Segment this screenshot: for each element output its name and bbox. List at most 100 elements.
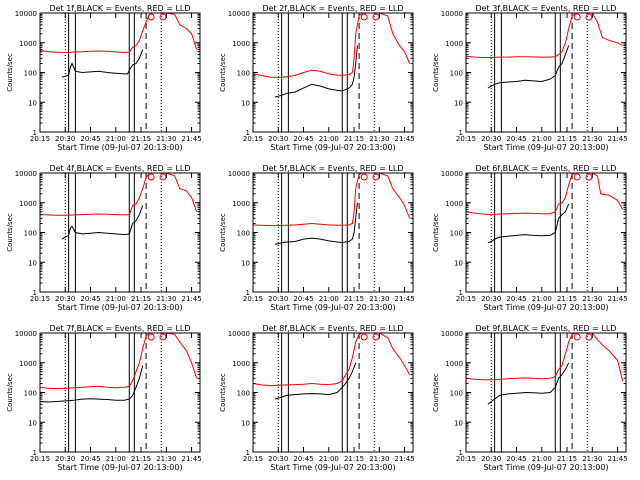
x-tick-label: 21:30 — [156, 135, 176, 143]
y-axis-label: Counts/sec — [432, 373, 440, 412]
y-tick-label: 1000 — [19, 40, 37, 48]
x-tick-label: 20:45 — [293, 135, 313, 143]
chart-panel-2: Det 2f,BLACK = Events, RED = LLD Start Ti… — [219, 4, 415, 152]
x-axis-label: Start Time (09-Jul-07 20:13:00) — [270, 143, 395, 152]
y-axis-label: Counts/sec — [219, 53, 227, 92]
y-tick-label: 100 — [450, 70, 463, 78]
x-tick-label: 21:15 — [131, 135, 151, 143]
x-tick-label: 20:15 — [456, 295, 476, 303]
x-tick-label: 20:30 — [268, 135, 288, 143]
x-tick-label: 21:45 — [607, 295, 627, 303]
series-line-lld — [253, 333, 411, 387]
x-tick-label: 20:15 — [243, 295, 263, 303]
y-tick-label: 1 — [246, 129, 250, 137]
chart-title: Det 7f,BLACK = Events, RED = LLD — [49, 324, 190, 333]
y-tick-label: 100 — [237, 390, 250, 398]
x-tick-label: 21:15 — [344, 295, 364, 303]
y-tick-label: 1 — [459, 129, 463, 137]
y-axis-label: Counts/sec — [432, 213, 440, 252]
y-tick-label: 10 — [454, 419, 463, 427]
x-tick-label: 20:30 — [268, 295, 288, 303]
x-tick-label: 21:00 — [532, 135, 552, 143]
plot-frame — [465, 12, 627, 133]
x-tick-label: 20:15 — [30, 455, 50, 463]
x-tick-label: 20:45 — [80, 135, 100, 143]
saturation-marker — [147, 13, 155, 21]
y-tick-label: 1 — [246, 289, 250, 297]
series-line-events — [274, 45, 358, 98]
series-line-events — [61, 49, 144, 78]
chart-title: Det 5f,BLACK = Events, RED = LLD — [262, 164, 403, 173]
x-tick-label: 20:45 — [293, 295, 313, 303]
x-tick-label: 20:30 — [55, 295, 75, 303]
series-line-lld — [40, 173, 198, 216]
x-tick-label: 21:30 — [369, 455, 389, 463]
plot-frame — [465, 172, 627, 293]
saturation-marker — [147, 173, 155, 181]
x-tick-label: 21:00 — [319, 135, 339, 143]
x-tick-label: 20:30 — [55, 455, 75, 463]
x-tick-label: 20:30 — [481, 135, 501, 143]
y-tick-label: 10000 — [441, 170, 463, 178]
series-line-events — [487, 203, 570, 244]
x-tick-label: 21:45 — [181, 455, 201, 463]
x-tick-label: 20:30 — [481, 455, 501, 463]
saturation-marker — [360, 13, 368, 21]
x-axis-label: Start Time (09-Jul-07 20:13:00) — [483, 303, 608, 312]
x-tick-label: 21:30 — [582, 135, 602, 143]
series-line-events — [40, 365, 144, 403]
y-tick-label: 1 — [459, 289, 463, 297]
x-tick-label: 21:45 — [607, 135, 627, 143]
chart-title: Det 3f,BLACK = Events, RED = LLD — [475, 4, 616, 13]
chart-panel-7: Det 7f,BLACK = Events, RED = LLD Start Ti… — [6, 324, 202, 472]
plot-frame — [39, 332, 201, 453]
y-axis-label: Counts/sec — [6, 213, 14, 252]
x-tick-label: 20:45 — [506, 455, 526, 463]
y-tick-label: 1 — [459, 449, 463, 457]
y-tick-label: 1000 — [445, 360, 463, 368]
x-axis-label: Start Time (09-Jul-07 20:13:00) — [483, 143, 608, 152]
chart-title: Det 1f,BLACK = Events, RED = LLD — [49, 4, 190, 13]
x-tick-label: 20:30 — [55, 135, 75, 143]
chart-title: Det 6f,BLACK = Events, RED = LLD — [475, 164, 616, 173]
x-tick-label: 21:30 — [156, 455, 176, 463]
y-tick-label: 100 — [24, 70, 37, 78]
x-axis-label: Start Time (09-Jul-07 20:13:00) — [57, 463, 182, 472]
saturation-marker — [147, 333, 155, 341]
chart-panel-5: Det 5f,BLACK = Events, RED = LLD Start Ti… — [219, 164, 415, 312]
x-tick-label: 21:15 — [557, 135, 577, 143]
x-tick-label: 21:15 — [557, 295, 577, 303]
y-axis-label: Counts/sec — [219, 213, 227, 252]
plot-frame — [252, 12, 414, 133]
y-tick-label: 100 — [237, 230, 250, 238]
x-axis-label: Start Time (09-Jul-07 20:13:00) — [270, 303, 395, 312]
y-tick-label: 10000 — [228, 10, 250, 18]
series-line-events — [274, 202, 358, 245]
plot-frame — [39, 172, 201, 293]
chart-title: Det 8f,BLACK = Events, RED = LLD — [262, 324, 403, 333]
x-tick-label: 21:00 — [319, 455, 339, 463]
x-tick-label: 21:15 — [344, 455, 364, 463]
x-tick-label: 21:30 — [582, 295, 602, 303]
y-axis-label: Counts/sec — [219, 373, 227, 412]
y-tick-label: 10000 — [15, 330, 37, 338]
y-tick-label: 1 — [33, 129, 37, 137]
x-axis-label: Start Time (09-Jul-07 20:13:00) — [483, 463, 608, 472]
y-tick-label: 1000 — [232, 360, 250, 368]
chart-panel-8: Det 8f,BLACK = Events, RED = LLD Start Ti… — [219, 324, 415, 472]
y-tick-label: 100 — [237, 70, 250, 78]
y-tick-label: 1000 — [445, 40, 463, 48]
x-tick-label: 21:15 — [557, 455, 577, 463]
x-tick-label: 20:15 — [456, 455, 476, 463]
x-tick-label: 21:45 — [394, 135, 414, 143]
x-tick-label: 20:45 — [506, 295, 526, 303]
y-tick-label: 10000 — [441, 10, 463, 18]
y-tick-label: 10 — [28, 259, 37, 267]
x-tick-label: 21:15 — [131, 295, 151, 303]
series-line-events — [274, 362, 357, 400]
x-tick-label: 20:15 — [30, 295, 50, 303]
x-tick-label: 20:15 — [456, 135, 476, 143]
x-tick-label: 20:15 — [30, 135, 50, 143]
y-tick-label: 10 — [241, 99, 250, 107]
